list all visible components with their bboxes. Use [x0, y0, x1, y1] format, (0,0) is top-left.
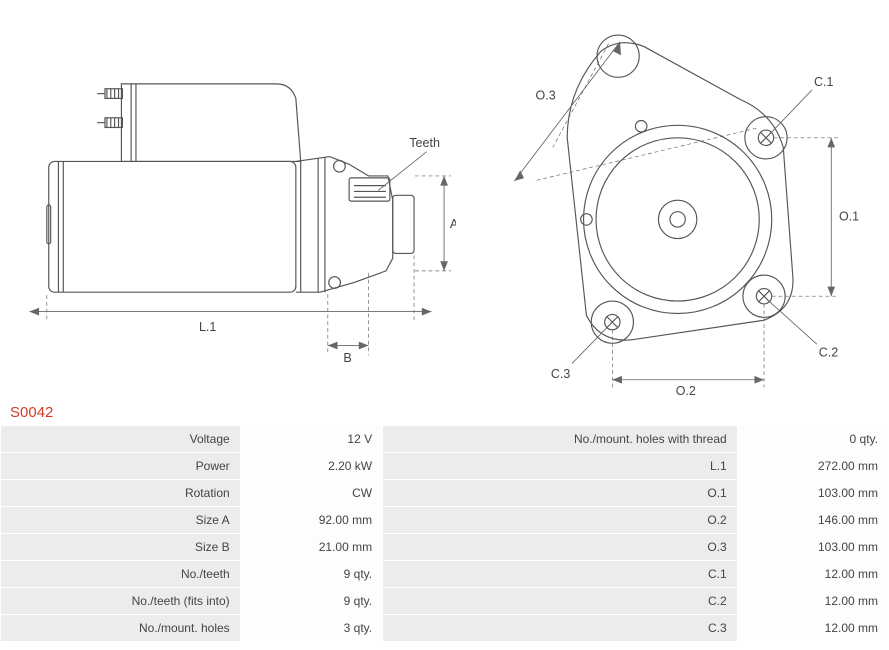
spec-label: C.1 [383, 561, 737, 587]
spec-value: 3 qty. [241, 615, 382, 641]
spec-label: Rotation [1, 480, 240, 506]
spec-row: No./teeth9 qty.C.112.00 mm [1, 561, 888, 587]
label-O3: O.3 [535, 88, 555, 102]
label-L1: L.1 [199, 320, 216, 334]
spec-label: Voltage [1, 426, 240, 452]
spec-row: RotationCWO.1103.00 mm [1, 480, 888, 506]
spec-label: Size A [1, 507, 240, 533]
spec-label: No./teeth [1, 561, 240, 587]
label-O1: O.1 [839, 209, 859, 223]
label-C3: C.3 [551, 367, 570, 381]
spec-row: Power2.20 kWL.1272.00 mm [1, 453, 888, 479]
spec-label: No./mount. holes [1, 615, 240, 641]
diagram-front-view: C.1 C.2 C.3 O.1 O.2 [476, 10, 879, 400]
label-C1: C.1 [814, 75, 833, 89]
spec-value: 9 qty. [241, 588, 382, 614]
spec-value: 0 qty. [738, 426, 888, 452]
spec-label: C.3 [383, 615, 737, 641]
spec-value: 21.00 mm [241, 534, 382, 560]
spec-label: O.3 [383, 534, 737, 560]
label-O2: O.2 [675, 384, 695, 398]
specs-table: Voltage12 VNo./mount. holes with thread0… [0, 425, 889, 642]
spec-row: Voltage12 VNo./mount. holes with thread0… [1, 426, 888, 452]
spec-label: No./mount. holes with thread [383, 426, 737, 452]
diagrams-row: Teeth A B L.1 [0, 0, 889, 400]
specs-tbody: Voltage12 VNo./mount. holes with thread0… [1, 426, 888, 641]
spec-value: 12 V [241, 426, 382, 452]
spec-value: 12.00 mm [738, 615, 888, 641]
spec-label: No./teeth (fits into) [1, 588, 240, 614]
part-number: S0042 [0, 400, 889, 425]
diagram-side-view: Teeth A B L.1 [10, 10, 456, 400]
spec-value: 103.00 mm [738, 480, 888, 506]
spec-value: 146.00 mm [738, 507, 888, 533]
spec-label: O.1 [383, 480, 737, 506]
spec-label: C.2 [383, 588, 737, 614]
spec-value: CW [241, 480, 382, 506]
label-C2: C.2 [819, 346, 838, 360]
spec-value: 272.00 mm [738, 453, 888, 479]
spec-value: 103.00 mm [738, 534, 888, 560]
spec-label: Size B [1, 534, 240, 560]
spec-label: Power [1, 453, 240, 479]
label-teeth: Teeth [409, 136, 440, 150]
spec-label: L.1 [383, 453, 737, 479]
spec-row: No./mount. holes3 qty.C.312.00 mm [1, 615, 888, 641]
spec-value: 9 qty. [241, 561, 382, 587]
spec-row: No./teeth (fits into)9 qty.C.212.00 mm [1, 588, 888, 614]
spec-value: 2.20 kW [241, 453, 382, 479]
spec-value: 12.00 mm [738, 561, 888, 587]
spec-row: Size B21.00 mmO.3103.00 mm [1, 534, 888, 560]
spec-row: Size A92.00 mmO.2146.00 mm [1, 507, 888, 533]
spec-value: 92.00 mm [241, 507, 382, 533]
spec-value: 12.00 mm [738, 588, 888, 614]
spec-label: O.2 [383, 507, 737, 533]
label-A: A [450, 217, 456, 231]
label-B: B [343, 351, 351, 365]
